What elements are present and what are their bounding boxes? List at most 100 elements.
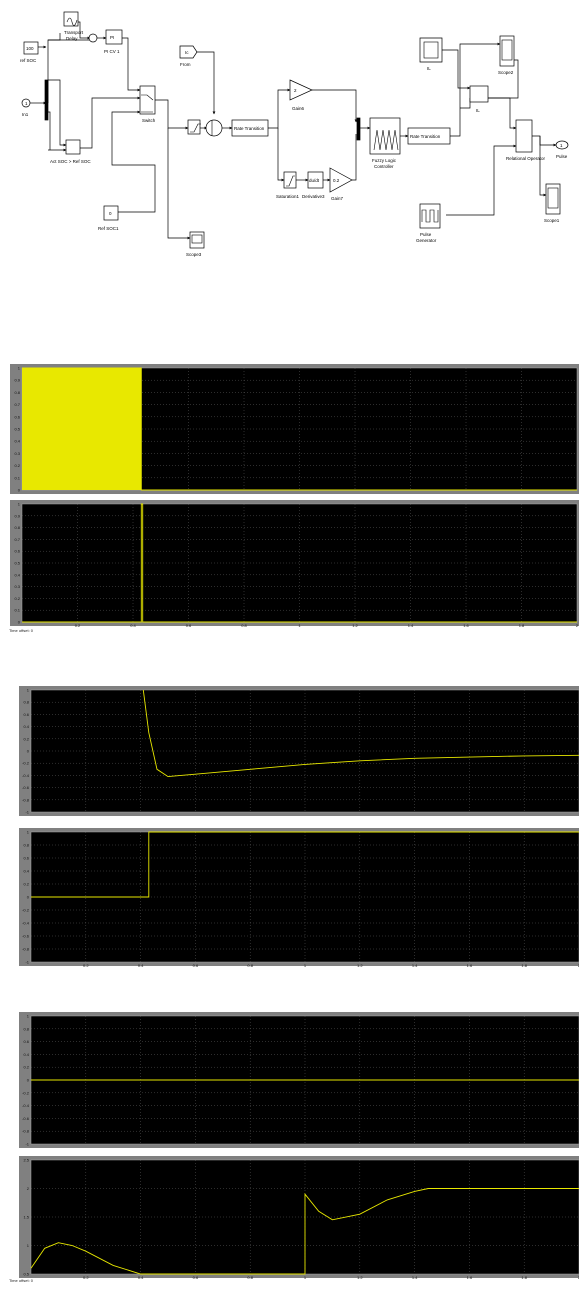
- fuzzy-logic-controller[interactable]: [369, 117, 401, 155]
- y-tick-label: -1: [25, 1142, 29, 1147]
- pi-controller-block[interactable]: [105, 29, 123, 45]
- x-tick-label: 0.6: [193, 1275, 199, 1280]
- y-tick-label: 1: [27, 830, 30, 835]
- scope2-block[interactable]: [499, 35, 515, 67]
- y-tick-label: 0.7: [14, 537, 20, 542]
- y-tick-label: 2.5: [23, 1158, 29, 1163]
- y-tick-label: 0: [27, 895, 30, 900]
- from-tag[interactable]: [179, 45, 198, 59]
- y-tick-label: 1.5: [23, 1215, 29, 1220]
- relational-label: Relational Operator: [506, 156, 546, 161]
- x-tick-label: 2: [578, 963, 579, 968]
- y-tick-label: 0.4: [23, 1052, 29, 1057]
- mux-bar-2: [356, 117, 361, 141]
- rate-transition-2-text: Rate Transition: [410, 134, 441, 139]
- ref-soc-constant[interactable]: [23, 41, 39, 55]
- y-tick-label: -0.2: [22, 1090, 30, 1095]
- derivative3-label: Derivative3: [302, 194, 325, 199]
- il-compare-label: IL: [476, 108, 480, 113]
- scope-window-1: 1 0.9 0.8 0.7 0.6 0.5 0.4 0.3 0.2 0.1 0 1 0.9 0.8 0.7 0…: [9, 338, 579, 642]
- gain6-label: Gain6: [292, 106, 305, 111]
- relational-operator-block[interactable]: [515, 119, 533, 153]
- scope1-block[interactable]: [545, 183, 561, 215]
- y-tick-label: 0.2: [14, 463, 20, 468]
- x-tick-label: 1.4: [412, 963, 418, 968]
- x-tick-label: 1.2: [352, 623, 358, 628]
- rate-transition-2[interactable]: [407, 127, 451, 145]
- x-tick-label: 2: [578, 1275, 579, 1280]
- y-tick-label: 0.3: [14, 584, 20, 589]
- y-tick-label: 0.1: [14, 475, 20, 480]
- y-tick-label: 0.9: [14, 378, 20, 383]
- y-tick-label: 0.5: [23, 1272, 29, 1277]
- y-tick-label: 1: [18, 502, 21, 507]
- trace-line-0: [22, 367, 577, 491]
- transport-delay-label: Transport: [64, 30, 84, 35]
- y-tick-label: 0.6: [14, 549, 20, 554]
- pulse-port-number: 1: [560, 143, 563, 148]
- saturation1-block[interactable]: [283, 171, 297, 189]
- y-tick-label: 0: [18, 488, 21, 493]
- x-tick-label: 1.8: [521, 963, 527, 968]
- y-tick-label: 0.8: [14, 525, 20, 530]
- scope3-block[interactable]: [189, 231, 205, 249]
- saturation-block[interactable]: [187, 119, 201, 135]
- y-tick-label: 0.2: [14, 596, 20, 601]
- derivative3-block[interactable]: [307, 171, 324, 189]
- x-tick-label: 1.8: [519, 623, 525, 628]
- y-tick-label: 0.6: [23, 856, 29, 861]
- scope1-label: Scope1: [544, 218, 560, 223]
- x-tick-label: 1.8: [521, 1275, 527, 1280]
- pi-text: PI: [110, 35, 114, 40]
- y-tick-label: 1: [18, 366, 21, 371]
- y-tick-label: 0.1: [14, 608, 20, 613]
- switch-block[interactable]: [139, 85, 156, 115]
- gain6-value: 2: [294, 88, 297, 93]
- y-tick-label: -0.4: [22, 773, 30, 778]
- simulink-block-diagram: 100 ref SOC 1 In1 Transport Delay PI PI …: [20, 11, 569, 257]
- scope-1-plots: 1 0.9 0.8 0.7 0.6 0.5 0.4 0.3 0.2 0.1 0 1 0.9 0.8 0.7 0…: [10, 364, 579, 628]
- pulse-label: Pulse: [556, 154, 568, 159]
- x-tick-label: 0.4: [138, 963, 144, 968]
- rate-transition-1[interactable]: [231, 119, 269, 137]
- gain7-block[interactable]: [329, 167, 353, 193]
- compare-block[interactable]: [65, 139, 81, 155]
- y-tick-label: -1: [25, 960, 29, 965]
- switch-label: Switch: [142, 118, 156, 123]
- il-compare-block[interactable]: [469, 85, 489, 103]
- y-tick-label: 0.8: [14, 390, 20, 395]
- y-tick-label: 0.5: [14, 561, 20, 566]
- pulse-gen-label: Pulse: [420, 232, 432, 237]
- scope2-label: Scope2: [498, 70, 514, 75]
- x-tick-label: 2: [576, 623, 579, 628]
- y-tick-label: 0.8: [23, 843, 29, 848]
- gain6-block[interactable]: [289, 79, 313, 101]
- sum-block-2[interactable]: [205, 119, 223, 137]
- y-tick-label: 0.6: [23, 1039, 29, 1044]
- flc-label-2: Controller: [374, 164, 394, 169]
- x-tick-label: 1: [298, 623, 301, 628]
- in1-label: In1: [22, 112, 29, 117]
- x-tick-label: 0.8: [247, 1275, 253, 1280]
- x-tick-label: 1: [304, 963, 307, 968]
- x-tick-label: 1.4: [412, 1275, 418, 1280]
- y-tick-label: -0.8: [22, 797, 30, 802]
- transport-delay-label-2: Delay: [66, 36, 78, 41]
- x-tick-label: 0.2: [83, 963, 89, 968]
- in1-port[interactable]: [21, 98, 31, 108]
- il-goto-tag[interactable]: [419, 37, 443, 63]
- x-tick-label: 1.2: [357, 1275, 363, 1280]
- ref-soc1-constant[interactable]: [103, 205, 119, 221]
- rate-transition-1-text: Rate Transition: [234, 126, 265, 131]
- pulse-out-port[interactable]: [555, 140, 569, 150]
- pi-label: PI CV 1: [104, 49, 120, 54]
- gain7-label: Gain7: [331, 196, 344, 201]
- y-tick-label: 1: [27, 688, 30, 693]
- y-tick-label: 1: [27, 1243, 30, 1248]
- x-tick-label: 0.8: [241, 623, 247, 628]
- y-tick-label: 1: [27, 1014, 30, 1019]
- y-tick-label: 0: [27, 749, 30, 754]
- x-tick-label: 1.6: [467, 963, 473, 968]
- y-tick-label: -0.4: [22, 921, 30, 926]
- sum-block-1[interactable]: [88, 33, 98, 43]
